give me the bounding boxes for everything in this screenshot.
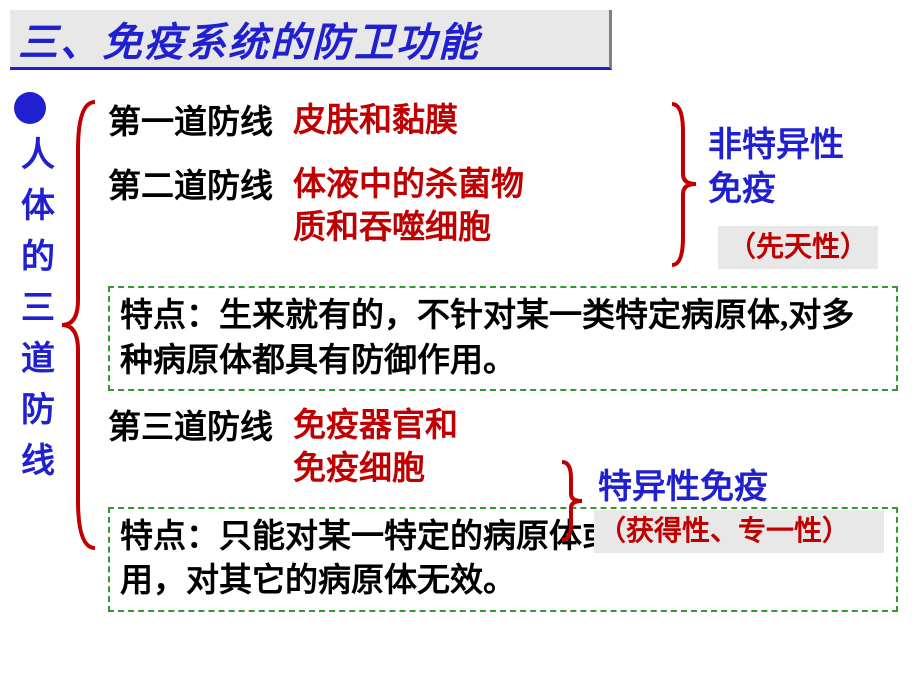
subnote-innate: （先天性） [718, 226, 878, 269]
category-specific: 特异性免疫 [598, 464, 768, 512]
right-brace-1-icon [668, 102, 698, 267]
bullet-icon [14, 92, 46, 124]
category1-a: 非特异性 [708, 124, 844, 168]
line2-label: 第二道防线 [108, 164, 273, 210]
content-area: 第一道防线 皮肤和黏膜 第二道防线 体液中的杀菌物 质和吞噬细胞 非特异性 免疫… [108, 100, 908, 626]
line3-desc: 免疫器官和 免疫细胞 [293, 405, 458, 491]
line3-desc-a: 免疫器官和 [293, 405, 458, 448]
feature-box-1: 特点：生来就有的，不针对某一类特定病原体,对多种病原体都具有防御作用。 [108, 286, 898, 391]
line3-row: 第三道防线 免疫器官和 免疫细胞 [108, 405, 908, 491]
category1-b: 免疫 [708, 168, 844, 212]
left-brace-icon [60, 100, 100, 550]
category-nonspecific: 非特异性 免疫 [708, 124, 844, 212]
line2-desc: 体液中的杀菌物 质和吞噬细胞 [293, 164, 524, 250]
line2-desc-a: 体液中的杀菌物 [293, 164, 524, 207]
subnote-acquired: （获得性、专一性） [594, 510, 884, 553]
side-label: 人体的三道防线 [20, 130, 56, 487]
title-bar: 三、免疫系统的防卫功能 [10, 10, 612, 70]
line1-desc: 皮肤和黏膜 [293, 100, 458, 143]
title-text: 三、免疫系统的防卫功能 [18, 10, 480, 68]
right-brace-2-icon [558, 460, 584, 542]
line3-desc-b: 免疫细胞 [293, 448, 458, 491]
line3-label: 第三道防线 [108, 405, 273, 451]
line1-label: 第一道防线 [108, 100, 273, 146]
line2-desc-b: 质和吞噬细胞 [293, 207, 524, 250]
group-nonspecific: 第一道防线 皮肤和黏膜 第二道防线 体液中的杀菌物 质和吞噬细胞 非特异性 免疫… [108, 100, 908, 250]
